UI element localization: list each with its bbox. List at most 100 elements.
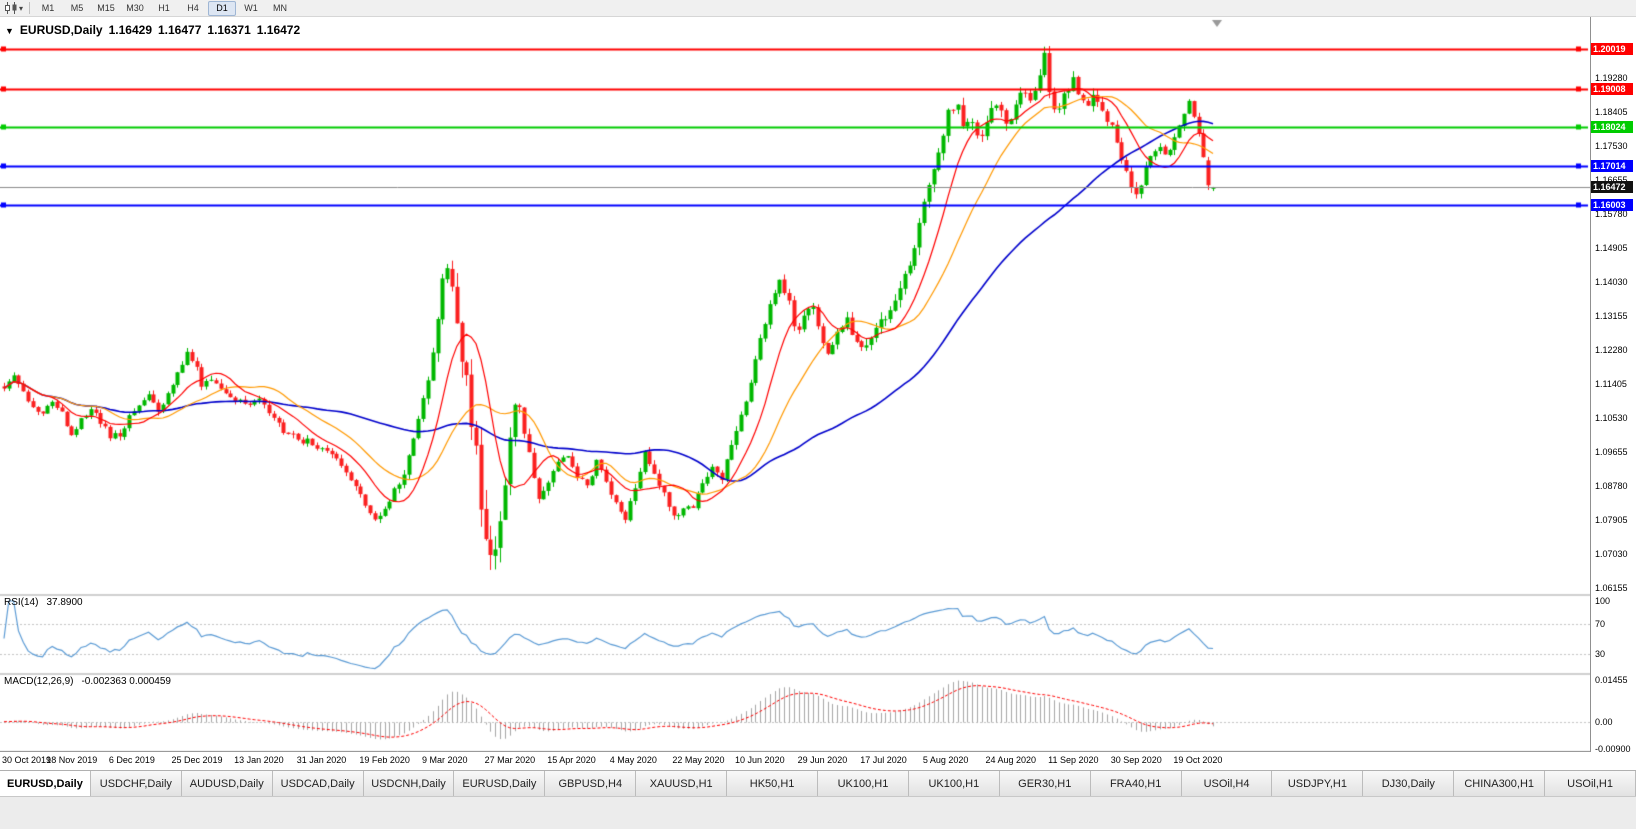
macd-axis-label: -0.00900 xyxy=(1595,743,1631,754)
symbol-tab-usoil-h4[interactable]: USOil,H4 xyxy=(1181,771,1273,796)
price-level-badge: 1.19008 xyxy=(1591,82,1633,95)
timeframe-toolbar: M1 M5 M15 M30 H1 H4 D1 W1 MN xyxy=(34,0,294,16)
date-label: 24 Aug 2020 xyxy=(985,755,1037,765)
chart-symbol-period: EURUSD,Daily xyxy=(19,23,103,37)
rsi-label: RSI(14) xyxy=(4,597,39,608)
symbol-tab-uk100-h1[interactable]: UK100,H1 xyxy=(908,771,1000,796)
timeframe-button-h4[interactable]: H4 xyxy=(187,2,199,13)
rsi-axis-label: 70 xyxy=(1595,618,1606,629)
date-label: 4 May 2020 xyxy=(609,755,657,765)
symbol-tab-gbpusd-h4[interactable]: GBPUSD,H4 xyxy=(545,771,637,796)
chart-type-icon[interactable] xyxy=(3,2,19,15)
symbol-tab-eurusd-daily[interactable]: EURUSD,Daily xyxy=(0,771,91,796)
price-level-badge: 1.17014 xyxy=(1591,160,1633,173)
timeframe-button-mn[interactable]: MN xyxy=(273,2,288,13)
rsi-value: 37.8900 xyxy=(46,597,83,608)
timeframe-button-w1[interactable]: W1 xyxy=(244,2,258,13)
date-label: 5 Aug 2020 xyxy=(922,755,969,765)
price-axis[interactable]: 1.19280 1.18405 1.17530 1.16655 1.15780 1.149… xyxy=(1590,17,1636,754)
date-label: 29 Jun 2020 xyxy=(797,755,848,765)
time-axis[interactable]: 30 Oct 2019 18 Nov 2019 6 Dec 2019 25 Dec 2… xyxy=(0,752,1590,770)
symbol-tab-uk100-h1[interactable]: UK100,H1 xyxy=(818,771,909,796)
price-axis-label: 1.10530 xyxy=(1595,412,1628,423)
date-label: 31 Jan 2020 xyxy=(296,755,347,765)
symbol-tab-usdcad-daily[interactable]: USDCAD,Daily xyxy=(272,771,364,796)
price-axis-label: 1.09655 xyxy=(1595,446,1628,457)
symbol-tab-usoil-h1[interactable]: USOil,H1 xyxy=(1545,771,1636,796)
timeframe-button-m30[interactable]: M30 xyxy=(126,2,144,13)
period-toolbar: ▾ M1 M5 M15 M30 H1 H4 D1 W1 MN xyxy=(0,0,1636,17)
macd-panel-header: MACD(12,26,9) -0.002363 0.000459 xyxy=(4,676,179,687)
price-level-badge: 1.18024 xyxy=(1591,120,1633,133)
price-axis-label: 1.13155 xyxy=(1595,310,1628,321)
timeframe-button-m15[interactable]: M15 xyxy=(97,2,115,13)
price-level-badge: 1.16003 xyxy=(1591,199,1633,212)
symbol-tabbar: EURUSD,Daily USDCHF,Daily AUDUSD,Daily USDC… xyxy=(0,770,1636,796)
timeframe-button-m5[interactable]: M5 xyxy=(70,2,84,13)
date-label: 19 Feb 2020 xyxy=(359,755,410,765)
chart-type-dropdown-caret[interactable]: ▾ xyxy=(19,3,24,13)
price-axis-label: 1.12280 xyxy=(1595,344,1628,355)
date-label: 25 Dec 2019 xyxy=(171,755,223,765)
date-label: 10 Jun 2020 xyxy=(735,755,785,765)
timeframe-button-h1[interactable]: H1 xyxy=(158,2,170,13)
ohlc-close: 1.16472 xyxy=(256,23,301,37)
price-axis-label: 1.07030 xyxy=(1595,548,1628,559)
date-label: 30 Oct 2019 xyxy=(2,755,52,765)
price-axis-label: 1.15780 xyxy=(1595,208,1628,219)
price-axis-label: 1.14905 xyxy=(1595,242,1628,253)
toolbar-separator xyxy=(29,2,31,14)
symbol-tab-fra40-h1[interactable]: FRA40,H1 xyxy=(1090,771,1182,796)
bid-price-badge: 1.16472 xyxy=(1591,181,1633,194)
one-click-trading-toggle[interactable]: ▼ xyxy=(5,26,14,36)
symbol-tab-usdcnh-daily[interactable]: USDCNH,Daily xyxy=(363,771,455,796)
symbol-tab-hk50-h1[interactable]: HK50,H1 xyxy=(727,771,819,796)
date-label: 9 Mar 2020 xyxy=(421,755,468,765)
chart-ohlc-title: ▼ EURUSD,Daily 1.16429 1.16477 1.16371 1.1647… xyxy=(5,23,306,37)
symbol-tab-dj30-daily[interactable]: DJ30,Daily xyxy=(1363,771,1455,796)
date-label: 11 Sep 2020 xyxy=(1048,755,1099,765)
price-axis-label: 1.11405 xyxy=(1595,378,1627,389)
symbol-tab-china300-h1[interactable]: CHINA300,H1 xyxy=(1454,771,1546,796)
date-label: 30 Sep 2020 xyxy=(1110,755,1162,765)
macd-label: MACD(12,26,9) xyxy=(4,676,74,687)
timeframe-button-d1[interactable]: D1 xyxy=(208,0,237,16)
date-label: 15 Apr 2020 xyxy=(547,755,596,765)
symbol-tab-ger30-h1[interactable]: GER30,H1 xyxy=(999,771,1091,796)
price-axis-label: 1.14030 xyxy=(1595,276,1628,287)
date-label: 22 May 2020 xyxy=(672,755,725,765)
price-axis-label: 1.07905 xyxy=(1595,514,1628,525)
symbol-tab-usdchf-daily[interactable]: USDCHF,Daily xyxy=(90,771,182,796)
ohlc-high: 1.16477 xyxy=(158,23,202,37)
rsi-axis-label: 100 xyxy=(1595,596,1611,606)
date-label: 13 Jan 2020 xyxy=(234,755,284,765)
price-axis-label: 1.17530 xyxy=(1595,140,1628,151)
timeframe-button-m1[interactable]: M1 xyxy=(41,2,55,13)
chart-canvas[interactable] xyxy=(0,17,1590,752)
symbol-tab-xauusd-h1[interactable]: XAUUSD,H1 xyxy=(636,771,728,796)
symbol-tab-usdjpy-h1[interactable]: USDJPY,H1 xyxy=(1272,771,1364,796)
rsi-axis-label: 30 xyxy=(1595,648,1606,659)
rsi-panel-header: RSI(14) 37.8900 xyxy=(4,597,91,608)
date-label: 19 Oct 2020 xyxy=(1173,755,1223,765)
date-label: 18 Nov 2019 xyxy=(46,755,98,765)
ohlc-open: 1.16429 xyxy=(108,23,152,37)
price-axis-label: 1.18405 xyxy=(1595,107,1628,117)
price-level-badge: 1.20019 xyxy=(1591,43,1633,56)
macd-axis-label: 0.00 xyxy=(1595,716,1613,727)
price-axis-label: 1.19280 xyxy=(1595,73,1628,83)
date-label: 27 Mar 2020 xyxy=(484,755,536,765)
symbol-tab-audusd-daily[interactable]: AUDUSD,Daily xyxy=(181,771,273,796)
macd-axis-label: 0.01455 xyxy=(1595,675,1628,685)
date-label: 6 Dec 2019 xyxy=(108,755,155,765)
ohlc-low: 1.16371 xyxy=(207,23,251,37)
price-axis-label: 1.08780 xyxy=(1595,480,1628,491)
date-label: 17 Jul 2020 xyxy=(860,755,907,765)
candlestick-glyph xyxy=(4,2,16,14)
price-axis-label: 1.06155 xyxy=(1595,582,1628,593)
macd-values: -0.002363 0.000459 xyxy=(81,676,171,687)
price-axis-label: 1.16655 xyxy=(1595,174,1628,185)
symbol-tab-eurusd-daily[interactable]: EURUSD,Daily xyxy=(454,771,546,796)
status-bar xyxy=(0,796,1636,829)
